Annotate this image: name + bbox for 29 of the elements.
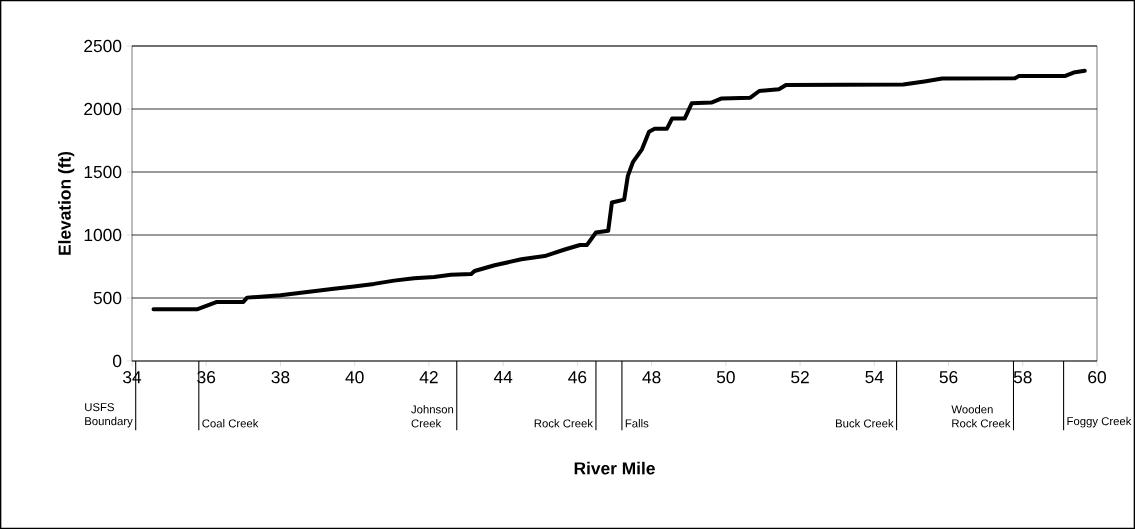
ref-line-label: Johnson Creek — [411, 405, 454, 428]
x-tick-label: 46 — [568, 371, 587, 384]
y-tick-label: 1500 — [84, 165, 122, 179]
x-tick-label: 44 — [493, 371, 513, 383]
y-tick-label: 0 — [112, 354, 122, 368]
x-tick-label: 54 — [865, 371, 884, 384]
x-tick-label: 50 — [716, 371, 735, 384]
y-tick-label: 2000 — [84, 102, 122, 116]
ref-line-label: Coal Creek — [202, 419, 259, 428]
y-axis-title: Elevation (ft) — [58, 151, 75, 255]
ref-line-label: USFS Boundary — [85, 403, 133, 428]
x-tick-label: 38 — [271, 371, 290, 384]
y-tick-label: 2500 — [84, 39, 122, 53]
x-tick-label: 42 — [419, 371, 438, 384]
x-axis-title: River Mile — [574, 461, 655, 475]
y-tick-label: 1000 — [84, 228, 122, 242]
line-series — [151, 68, 1087, 312]
ref-line-label: Falls — [625, 419, 649, 428]
x-tick-label: 60 — [1088, 371, 1106, 384]
x-tick-label: 58 — [1013, 371, 1032, 384]
ref-line-label: Rock Creek — [534, 419, 594, 428]
ref-line-label: Foggy Creek — [1067, 416, 1132, 428]
ref-line-label: Wooden Rock Creek — [951, 405, 1011, 428]
ref-line-label: Buck Creek — [835, 419, 894, 428]
x-tick-label: 48 — [642, 371, 661, 384]
y-tick-label: 500 — [93, 291, 122, 305]
x-tick-label: 56 — [939, 371, 958, 384]
x-tick-label: 40 — [345, 371, 364, 384]
x-tick-label: 52 — [791, 371, 809, 384]
